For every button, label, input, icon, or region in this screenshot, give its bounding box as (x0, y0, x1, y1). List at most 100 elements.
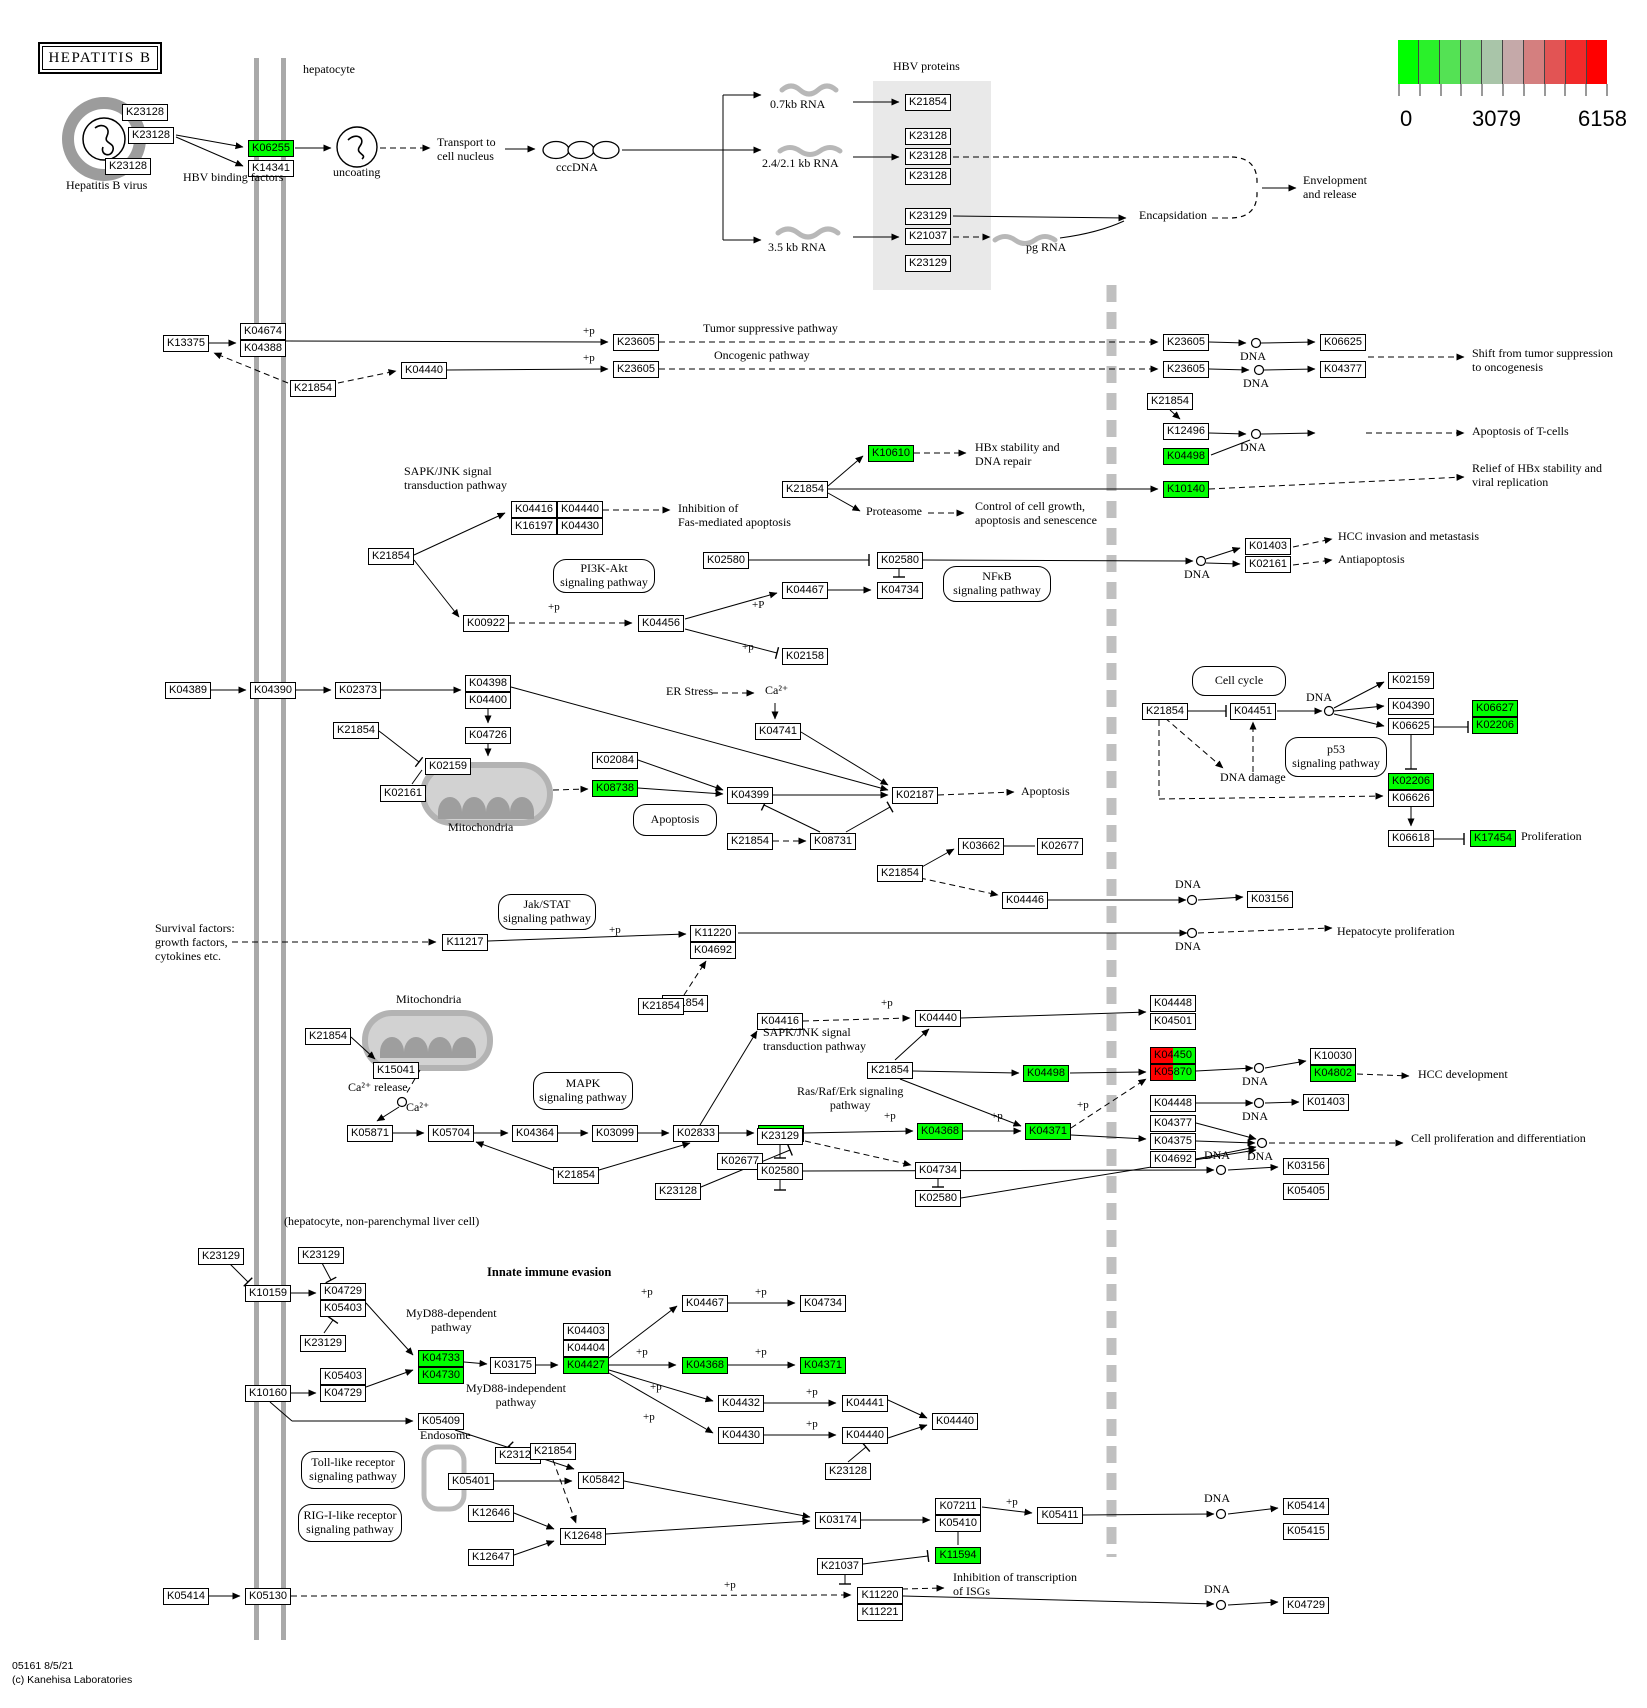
ko-node-k14341[interactable]: K14341 (248, 160, 294, 177)
ko-node-k02206[interactable]: K02206 (1388, 773, 1434, 790)
ko-node-k04734[interactable]: K04734 (915, 1162, 961, 1179)
ko-node-k04741[interactable]: K04741 (755, 723, 801, 740)
ko-node-k03156[interactable]: K03156 (1283, 1158, 1329, 1175)
ko-node-k06625[interactable]: K06625 (1388, 718, 1434, 735)
ko-node-k03156[interactable]: K03156 (1247, 891, 1293, 908)
ko-node-k02187[interactable]: K02187 (892, 787, 938, 804)
ko-node-k04456[interactable]: K04456 (638, 615, 684, 632)
ko-node-k23605[interactable]: K23605 (613, 361, 659, 378)
ko-node-k02161[interactable]: K02161 (1245, 556, 1291, 573)
ko-node-k04802[interactable]: K04802 (1310, 1065, 1356, 1082)
ko-node-k05842[interactable]: K05842 (578, 1472, 624, 1489)
ko-node-k05870[interactable]: K05870 (1150, 1064, 1196, 1081)
ko-node-k11220[interactable]: K11220 (857, 1587, 903, 1604)
ko-node-k12496[interactable]: K12496 (1163, 423, 1209, 440)
ko-node-k04440[interactable]: K04440 (401, 362, 447, 379)
ko-node-k05405[interactable]: K05405 (1283, 1183, 1329, 1200)
ko-node-k08738[interactable]: K08738 (592, 780, 638, 797)
ko-node-k21854[interactable]: K21854 (782, 481, 828, 498)
ko-node-k04730[interactable]: K04730 (418, 1367, 464, 1384)
ko-node-k10030[interactable]: K10030 (1310, 1048, 1356, 1065)
ko-node-k02580[interactable]: K02580 (877, 552, 923, 569)
ko-node-k07211[interactable]: K07211 (935, 1498, 981, 1515)
ko-node-k02580[interactable]: K02580 (915, 1190, 961, 1207)
ko-node-k23128[interactable]: K23128 (128, 127, 174, 144)
ko-node-k21854[interactable]: K21854 (368, 548, 414, 565)
ko-node-k23605[interactable]: K23605 (1163, 334, 1209, 351)
ko-node-k06625[interactable]: K06625 (1320, 334, 1366, 351)
ko-node-k10160[interactable]: K10160 (245, 1385, 291, 1402)
ko-node-k04398[interactable]: K04398 (465, 675, 511, 692)
ko-node-k05704[interactable]: K05704 (428, 1125, 474, 1142)
ko-node-k02580[interactable]: K02580 (757, 1163, 803, 1180)
ko-node-k00922[interactable]: K00922 (463, 615, 509, 632)
ko-node-k04416[interactable]: K04416 (511, 501, 557, 518)
ko-node-k04375[interactable]: K04375 (1150, 1133, 1196, 1150)
ko-node-k23128[interactable]: K23128 (122, 104, 168, 121)
ko-node-k04389[interactable]: K04389 (165, 682, 211, 699)
ko-node-k03662[interactable]: K03662 (958, 838, 1004, 855)
ko-node-k03099[interactable]: K03099 (592, 1125, 638, 1142)
ko-node-k21854[interactable]: K21854 (290, 380, 336, 397)
ko-node-k10610[interactable]: K10610 (868, 445, 914, 462)
ko-node-k04467[interactable]: K04467 (682, 1295, 728, 1312)
ko-node-k05130[interactable]: K05130 (245, 1588, 291, 1605)
ko-node-k04448[interactable]: K04448 (1150, 1095, 1196, 1112)
ko-node-k21854[interactable]: K21854 (553, 1167, 599, 1184)
ko-node-k23129[interactable]: K23129 (298, 1247, 344, 1264)
ko-node-k04448[interactable]: K04448 (1150, 995, 1196, 1012)
ko-node-k04467[interactable]: K04467 (782, 582, 828, 599)
ko-node-k04440[interactable]: K04440 (557, 501, 603, 518)
ko-node-k23129[interactable]: K23129 (300, 1335, 346, 1352)
ko-node-k04498[interactable]: K04498 (1023, 1065, 1069, 1082)
ko-node-k02161[interactable]: K02161 (380, 785, 426, 802)
ko-node-k23128[interactable]: K23128 (825, 1463, 871, 1480)
ko-node-k04451[interactable]: K04451 (1230, 703, 1276, 720)
ko-node-k02158[interactable]: K02158 (782, 648, 828, 665)
ko-node-k16197[interactable]: K16197 (511, 518, 557, 535)
ko-node-k23605[interactable]: K23605 (613, 334, 659, 351)
ko-node-k15041[interactable]: K15041 (373, 1062, 419, 1079)
ko-node-k11217[interactable]: K11217 (442, 934, 488, 951)
ko-node-k03174[interactable]: K03174 (815, 1512, 861, 1529)
ko-node-k04674[interactable]: K04674 (240, 323, 286, 340)
ko-node-k05415[interactable]: K05415 (1283, 1523, 1329, 1540)
ko-node-k04729[interactable]: K04729 (320, 1283, 366, 1300)
ko-node-k04427[interactable]: K04427 (563, 1357, 609, 1374)
ko-node-k21854[interactable]: K21854 (638, 998, 684, 1015)
ko-node-k04400[interactable]: K04400 (465, 692, 511, 709)
ko-node-k05401[interactable]: K05401 (448, 1473, 494, 1490)
ko-node-k10140[interactable]: K10140 (1163, 481, 1209, 498)
ko-node-k12648[interactable]: K12648 (560, 1528, 606, 1545)
ko-node-k05403[interactable]: K05403 (320, 1368, 366, 1385)
ko-node-k04441[interactable]: K04441 (842, 1395, 888, 1412)
ko-node-k04733[interactable]: K04733 (418, 1350, 464, 1367)
ko-node-k04729[interactable]: K04729 (1283, 1597, 1329, 1614)
ko-node-k05403[interactable]: K05403 (320, 1300, 366, 1317)
ko-node-k01403[interactable]: K01403 (1303, 1094, 1349, 1111)
ko-node-k04726[interactable]: K04726 (465, 727, 511, 744)
ko-node-k21854[interactable]: K21854 (1142, 703, 1188, 720)
ko-node-k21854[interactable]: K21854 (333, 722, 379, 739)
ko-node-k02159[interactable]: K02159 (1388, 672, 1434, 689)
ko-node-k23128[interactable]: K23128 (905, 148, 951, 165)
ko-node-k08731[interactable]: K08731 (810, 833, 856, 850)
ko-node-k04692[interactable]: K04692 (1150, 1151, 1196, 1168)
ko-node-k11220[interactable]: K11220 (690, 925, 736, 942)
ko-node-k23129[interactable]: K23129 (905, 208, 951, 225)
ko-node-k02373[interactable]: K02373 (335, 682, 381, 699)
ko-node-k21854[interactable]: K21854 (905, 94, 951, 111)
ko-node-k23129[interactable]: K23129 (757, 1128, 803, 1145)
ko-node-k04390[interactable]: K04390 (250, 682, 296, 699)
ko-node-k04734[interactable]: K04734 (800, 1295, 846, 1312)
ko-node-k02833[interactable]: K02833 (673, 1125, 719, 1142)
ko-node-k02159[interactable]: K02159 (425, 758, 471, 775)
ko-node-k01403[interactable]: K01403 (1245, 538, 1291, 555)
ko-node-k21037[interactable]: K21037 (817, 1558, 863, 1575)
ko-node-k04371[interactable]: K04371 (1025, 1123, 1071, 1140)
ko-node-k02084[interactable]: K02084 (592, 752, 638, 769)
ko-node-k04501[interactable]: K04501 (1150, 1013, 1196, 1030)
ko-node-k06255[interactable]: K06255 (248, 140, 294, 157)
ko-node-k23128[interactable]: K23128 (905, 168, 951, 185)
ko-node-k04734[interactable]: K04734 (877, 582, 923, 599)
